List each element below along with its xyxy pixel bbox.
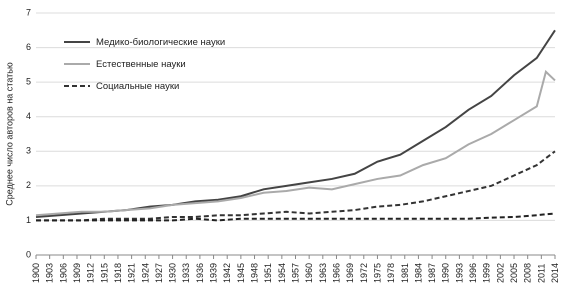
x-tick-label: 1930 [168,263,178,283]
x-tick-label: 1954 [277,263,287,283]
legend-swatch [64,41,90,43]
series-line [36,212,556,222]
x-tick-label: 1936 [195,263,205,283]
x-tick-label: 2002 [495,263,505,283]
x-tick-label: 1912 [86,263,96,283]
x-tick-label: 1945 [236,263,246,283]
y-tick-label: 0 [26,249,31,259]
x-tick-label: 1933 [181,263,191,283]
legend-item: Медико-биологические науки [64,36,226,49]
legend-item: Естественные науки [64,58,226,71]
x-tick-label: 1951 [263,263,273,283]
legend-item: Социальные науки [64,80,226,93]
x-tick-label: 1957 [291,263,301,283]
x-tick-label: 1960 [304,263,314,283]
x-tick-label: 1915 [99,263,109,283]
x-tick-label: 1906 [58,263,68,283]
x-tick-label: 1978 [386,263,396,283]
legend-swatch [64,85,90,87]
y-tick-label: 1 [26,215,31,225]
x-tick-label: 1975 [372,263,382,283]
x-tick-label: 2008 [523,263,533,283]
x-tick-label: 1993 [454,263,464,283]
y-axis-label: Среднее число авторов на статью [4,62,14,206]
x-tick-label: 2014 [550,263,560,283]
y-tick-label: 4 [26,111,31,121]
x-tick-label: 1966 [331,263,341,283]
x-tick-label: 1981 [400,263,410,283]
y-tick-label: 2 [26,180,31,190]
x-tick-label: 1990 [441,263,451,283]
x-tick-label: 1927 [154,263,164,283]
x-tick-label: 1963 [318,263,328,283]
x-tick-label: 2011 [536,264,546,283]
series-line [35,69,556,217]
y-tick-label: 6 [26,42,31,52]
x-tick-label: 1999 [482,263,492,283]
x-tick-label: 1921 [127,263,137,283]
x-tick-label: 1942 [222,263,232,283]
x-tick-label: 1903 [45,263,55,283]
legend: Медико-биологические науки Естественные н… [64,36,226,102]
x-tick-label: 1969 [345,263,355,283]
legend-label: Социальные науки [96,81,180,92]
y-tick-label: 3 [26,146,31,156]
x-tick-label: 1939 [209,263,219,283]
x-tick-label: 1909 [72,263,82,283]
x-tick-label: 1924 [140,263,150,283]
series-line [36,150,556,222]
legend-label: Естественные науки [96,59,186,70]
x-tick-label: 1984 [413,263,423,283]
x-tick-label: 1972 [359,263,369,283]
y-tick-label: 5 [26,77,31,87]
x-tick-label: 1948 [250,263,260,283]
x-tick-label: 1987 [427,263,437,283]
legend-swatch [64,63,90,65]
x-tick-label: 1900 [31,263,41,283]
x-tick-label: 2005 [509,263,519,283]
x-tick-label: 1918 [113,263,123,283]
x-tick-label: 1996 [468,263,478,283]
y-tick-label: 7 [26,7,31,17]
legend-label: Медико-биологические науки [96,37,226,48]
